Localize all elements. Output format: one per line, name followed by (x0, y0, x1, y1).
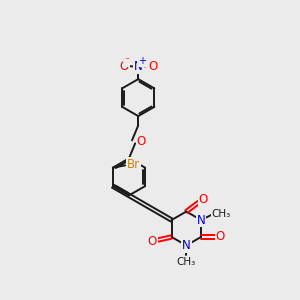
Text: N: N (197, 214, 206, 226)
Text: CH₃: CH₃ (212, 209, 231, 219)
Text: CH₃: CH₃ (177, 256, 196, 267)
Text: O: O (137, 135, 146, 148)
Text: Br: Br (127, 158, 140, 171)
Text: O: O (199, 193, 208, 206)
Text: O: O (216, 230, 225, 244)
Text: ⁻: ⁻ (124, 56, 129, 66)
Text: N: N (182, 239, 191, 252)
Text: N: N (134, 60, 142, 73)
Text: +: + (138, 56, 146, 66)
Text: O: O (119, 59, 128, 73)
Text: O: O (148, 59, 158, 73)
Text: O: O (148, 235, 157, 248)
